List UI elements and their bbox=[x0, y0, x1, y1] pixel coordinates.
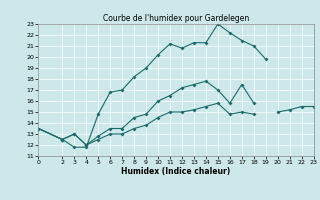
X-axis label: Humidex (Indice chaleur): Humidex (Indice chaleur) bbox=[121, 167, 231, 176]
Title: Courbe de l'humidex pour Gardelegen: Courbe de l'humidex pour Gardelegen bbox=[103, 14, 249, 23]
